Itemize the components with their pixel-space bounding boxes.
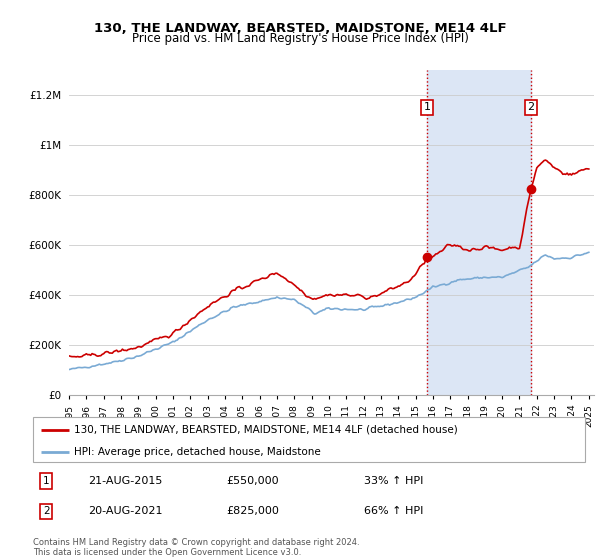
- Text: 130, THE LANDWAY, BEARSTED, MAIDSTONE, ME14 4LF: 130, THE LANDWAY, BEARSTED, MAIDSTONE, M…: [94, 22, 506, 35]
- Text: 2: 2: [43, 506, 50, 516]
- Bar: [427, 70, 531, 395]
- Text: £550,000: £550,000: [226, 476, 279, 486]
- Text: 1: 1: [424, 102, 431, 113]
- Text: Price paid vs. HM Land Registry's House Price Index (HPI): Price paid vs. HM Land Registry's House …: [131, 32, 469, 45]
- Text: 66% ↑ HPI: 66% ↑ HPI: [364, 506, 424, 516]
- Text: 130, THE LANDWAY, BEARSTED, MAIDSTONE, ME14 4LF (detached house): 130, THE LANDWAY, BEARSTED, MAIDSTONE, M…: [74, 424, 458, 435]
- Text: 21-AUG-2015: 21-AUG-2015: [88, 476, 163, 486]
- Text: 33% ↑ HPI: 33% ↑ HPI: [364, 476, 424, 486]
- Text: 2: 2: [527, 102, 535, 113]
- Text: £825,000: £825,000: [226, 506, 279, 516]
- Text: HPI: Average price, detached house, Maidstone: HPI: Average price, detached house, Maid…: [74, 447, 321, 457]
- Text: 1: 1: [43, 476, 50, 486]
- Text: 20-AUG-2021: 20-AUG-2021: [88, 506, 163, 516]
- Text: Contains HM Land Registry data © Crown copyright and database right 2024.
This d: Contains HM Land Registry data © Crown c…: [33, 538, 359, 557]
